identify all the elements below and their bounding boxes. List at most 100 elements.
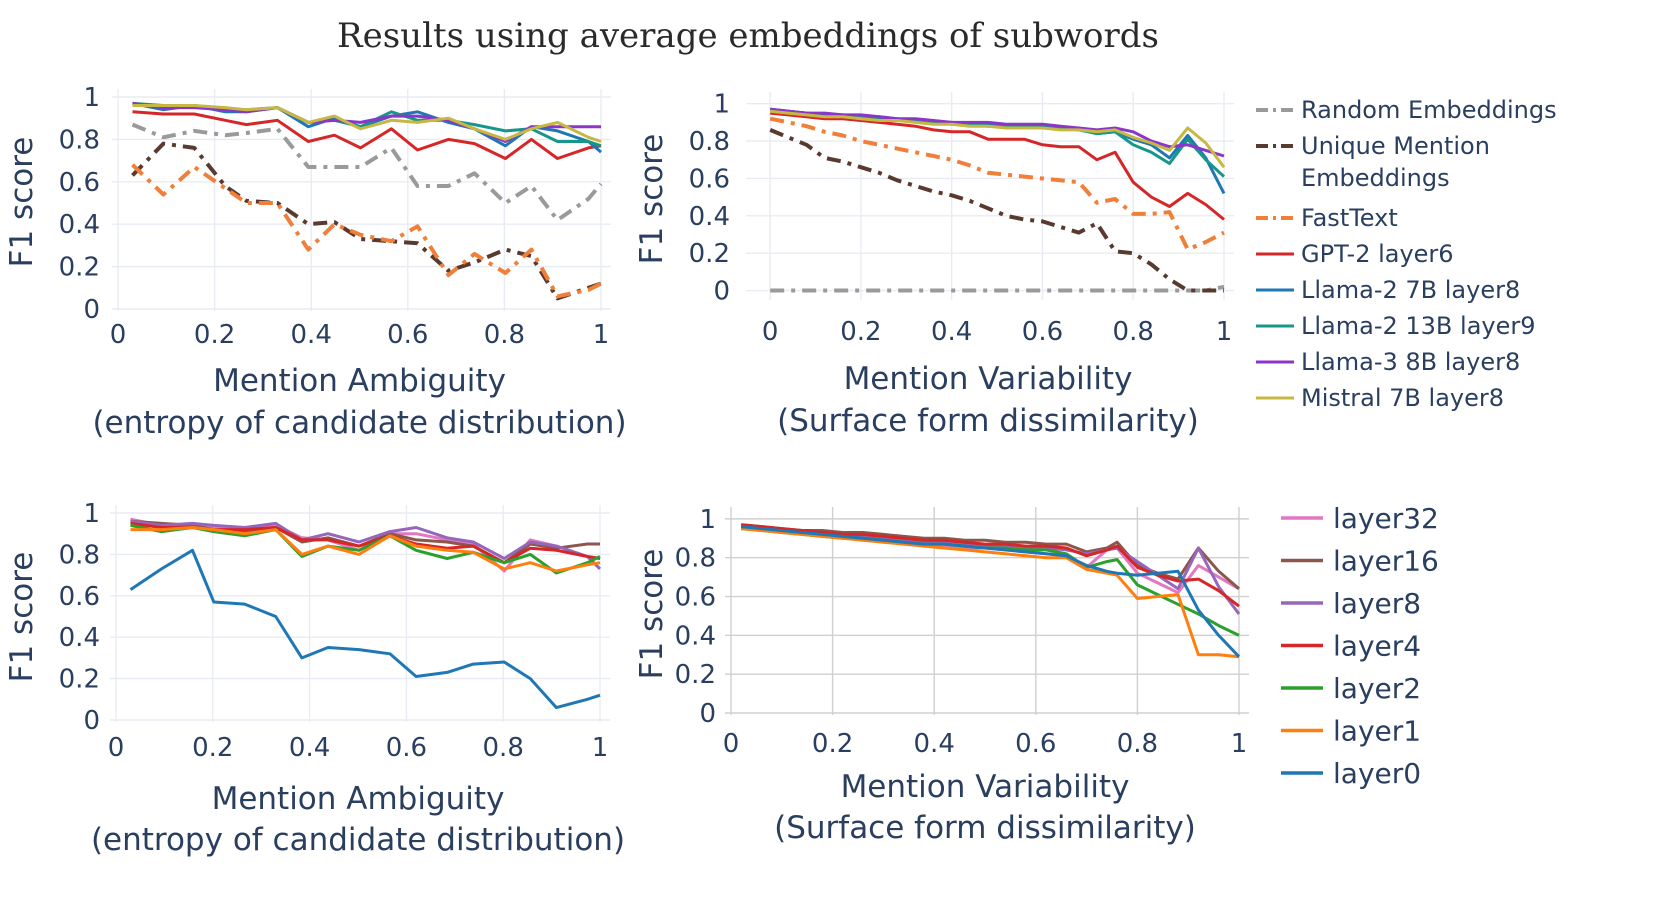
legend-top: Random Embeddings Unique Mention Embedding… bbox=[1256, 96, 1557, 412]
legend-label: layer8 bbox=[1333, 587, 1421, 620]
y-tick-label: 0.2 bbox=[59, 253, 100, 283]
x-tick-label: 0.2 bbox=[840, 317, 881, 347]
x-tick-label: 0.6 bbox=[1022, 317, 1063, 347]
y-tick-label: 0.4 bbox=[59, 210, 100, 240]
x-axis-label: (Surface form dissimilarity) bbox=[774, 810, 1196, 846]
x-axis-label: Mention Ambiguity bbox=[213, 363, 506, 399]
legend-label: FastText bbox=[1301, 204, 1398, 232]
legend-label: Llama-3 8B layer8 bbox=[1301, 348, 1520, 376]
series-line-random bbox=[131, 122, 603, 222]
x-tick-label: 0.6 bbox=[1015, 729, 1056, 759]
x-tick-label: 1 bbox=[1231, 729, 1248, 759]
y-tick-label: 1 bbox=[699, 505, 716, 535]
panels: 0 0.2 0.4 0.6 0.8 1 0 0.2 0.4 0.6 0.8 1 Mention Ambi… bbox=[4, 83, 1249, 858]
x-tick-label: 0.6 bbox=[386, 733, 427, 763]
y-tick-label: 0 bbox=[83, 295, 100, 325]
x-tick-label: 0.4 bbox=[291, 320, 332, 350]
legend-label: Embeddings bbox=[1301, 164, 1450, 192]
y-axis-label: F1 score bbox=[4, 552, 40, 683]
y-tick-label: 0.8 bbox=[59, 540, 100, 570]
series-line-layer8 bbox=[130, 519, 602, 570]
series-line-mistral bbox=[770, 109, 1226, 169]
x-axis-label: (Surface form dissimilarity) bbox=[777, 403, 1199, 439]
x-tick-label: 0 bbox=[723, 729, 740, 759]
y-tick-label: 0.2 bbox=[59, 665, 100, 695]
y-tick-label: 0.6 bbox=[59, 168, 100, 198]
y-tick-label: 0.2 bbox=[675, 660, 716, 690]
y-tick-label: 0.8 bbox=[59, 125, 100, 155]
y-tick-label: 0.4 bbox=[689, 202, 730, 232]
legend-label: Mistral 7B layer8 bbox=[1301, 384, 1504, 412]
legend-label: layer1 bbox=[1333, 715, 1421, 748]
series-line-layer0 bbox=[741, 525, 1241, 658]
legend-label: layer16 bbox=[1333, 545, 1439, 578]
y-tick-label: 1 bbox=[83, 499, 100, 529]
series-line-mistral bbox=[132, 104, 602, 143]
y-tick-label: 0.4 bbox=[675, 621, 716, 651]
series-line-fasttext bbox=[769, 116, 1225, 252]
x-axis-label: (entropy of candidate distribution) bbox=[91, 822, 625, 858]
y-axis-label: F1 score bbox=[4, 137, 40, 268]
x-tick-label: 0.4 bbox=[931, 317, 972, 347]
y-tick-label: 0.8 bbox=[689, 127, 730, 157]
x-tick-label: 0.8 bbox=[1117, 729, 1158, 759]
legend-label: Unique Mention bbox=[1301, 132, 1490, 160]
x-tick-label: 0.6 bbox=[387, 320, 428, 350]
y-tick-label: 0 bbox=[83, 706, 100, 736]
y-tick-label: 0.6 bbox=[59, 582, 100, 612]
x-tick-label: 0 bbox=[110, 320, 127, 350]
legend-label: Llama-2 13B layer9 bbox=[1301, 312, 1536, 340]
series-line-gpt2 bbox=[770, 111, 1225, 221]
x-axis-label: Mention Variability bbox=[844, 361, 1133, 397]
chart-tl: 0 0.2 0.4 0.6 0.8 1 0 0.2 0.4 0.6 0.8 1 Mention Ambi… bbox=[4, 83, 627, 441]
x-tick-label: 0.2 bbox=[812, 729, 853, 759]
y-tick-label: 0.2 bbox=[689, 239, 730, 269]
legend-label: layer0 bbox=[1333, 757, 1421, 790]
legend-label: Llama-2 7B layer8 bbox=[1301, 276, 1520, 304]
figure-title: Results using average embeddings of subw… bbox=[337, 16, 1159, 56]
chart-tr: 0 0.2 0.4 0.6 0.8 1 0 0.2 0.4 0.6 0.8 1 Mention Vari… bbox=[634, 90, 1234, 439]
series-line-unique bbox=[131, 141, 602, 301]
chart-bl: 0 0.2 0.4 0.6 0.8 1 0 0.2 0.4 0.6 0.8 1 Mention Ambi… bbox=[4, 499, 625, 858]
x-tick-label: 0.2 bbox=[192, 733, 233, 763]
x-tick-label: 0.8 bbox=[1113, 317, 1154, 347]
x-tick-label: 1 bbox=[1216, 317, 1233, 347]
y-tick-label: 0.6 bbox=[675, 583, 716, 613]
x-tick-label: 0.2 bbox=[194, 320, 235, 350]
legend-label: Random Embeddings bbox=[1301, 96, 1557, 124]
x-tick-label: 0.8 bbox=[484, 320, 525, 350]
x-tick-label: 0.4 bbox=[914, 729, 955, 759]
series-line-random bbox=[770, 284, 1225, 293]
series-line-gpt2 bbox=[132, 110, 602, 160]
series-line-layer1 bbox=[741, 527, 1240, 659]
x-axis-label: (entropy of candidate distribution) bbox=[92, 405, 626, 441]
y-tick-label: 0 bbox=[699, 699, 716, 729]
series-line-layer1 bbox=[130, 526, 601, 573]
x-tick-label: 0 bbox=[108, 733, 125, 763]
series-line-layer2 bbox=[130, 523, 601, 575]
y-tick-label: 1 bbox=[83, 83, 100, 113]
x-tick-label: 0 bbox=[762, 317, 779, 347]
x-tick-label: 0.4 bbox=[289, 733, 330, 763]
legend-label: layer2 bbox=[1333, 672, 1421, 705]
y-tick-label: 0.4 bbox=[59, 623, 100, 653]
series-line-fasttext bbox=[131, 163, 602, 299]
x-tick-label: 1 bbox=[593, 320, 610, 350]
x-axis-label: Mention Variability bbox=[841, 769, 1130, 805]
y-tick-label: 0.8 bbox=[675, 544, 716, 574]
x-axis-label: Mention Ambiguity bbox=[212, 781, 505, 817]
x-tick-label: 0.8 bbox=[483, 733, 524, 763]
legend-label: layer4 bbox=[1333, 630, 1421, 663]
y-tick-label: 0.6 bbox=[689, 164, 730, 194]
y-tick-label: 1 bbox=[713, 90, 730, 120]
y-axis-label: F1 score bbox=[634, 549, 670, 680]
series-line-unique bbox=[769, 128, 1224, 293]
y-tick-label: 0 bbox=[713, 277, 730, 307]
series-line-llama3_8b bbox=[132, 101, 601, 143]
series-line-layer0 bbox=[129, 548, 601, 710]
y-axis-label: F1 score bbox=[634, 134, 670, 265]
legend-label: GPT-2 layer6 bbox=[1301, 240, 1454, 268]
legend-bottom: layer32 layer16 layer8 layer4 layer2 layer1 la… bbox=[1281, 502, 1439, 790]
chart-br: 0 0.2 0.4 0.6 0.8 1 0 0.2 0.4 0.6 0.8 1 Mention Vari… bbox=[634, 505, 1249, 846]
